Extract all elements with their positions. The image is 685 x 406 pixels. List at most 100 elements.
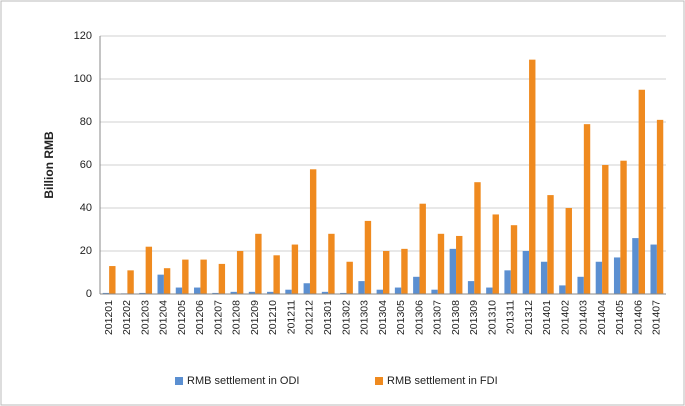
bar bbox=[109, 266, 116, 294]
bar bbox=[529, 59, 536, 295]
bar bbox=[401, 248, 408, 294]
bar bbox=[620, 160, 627, 294]
bar bbox=[583, 124, 591, 295]
bar bbox=[309, 169, 317, 294]
bar bbox=[303, 283, 310, 294]
bar bbox=[613, 257, 621, 294]
x-tick-label: 201303 bbox=[359, 300, 371, 335]
bar bbox=[194, 287, 201, 294]
x-tick-label: 201308 bbox=[450, 300, 462, 335]
x-tick-label: 201206 bbox=[194, 300, 206, 335]
x-tick-label: 201311 bbox=[505, 300, 517, 334]
y-tick-label: 0 bbox=[86, 288, 92, 300]
bar bbox=[328, 233, 335, 294]
bar bbox=[467, 281, 475, 294]
y-tick-label: 120 bbox=[74, 30, 92, 42]
legend-label: RMB settlement in FDI bbox=[387, 375, 498, 387]
bar bbox=[449, 248, 457, 294]
bar bbox=[212, 292, 219, 294]
x-tick-label: 201402 bbox=[559, 300, 571, 335]
bar bbox=[632, 238, 639, 294]
bar bbox=[510, 225, 518, 294]
bar bbox=[145, 246, 153, 294]
x-tick-label: 201212 bbox=[304, 300, 316, 335]
bar bbox=[200, 259, 207, 294]
x-tick-label: 201211 bbox=[285, 300, 297, 334]
legend-swatch bbox=[375, 377, 383, 385]
bar bbox=[267, 291, 274, 294]
bar bbox=[255, 233, 262, 294]
x-tick-label: 201307 bbox=[432, 300, 444, 335]
bar bbox=[540, 261, 548, 294]
x-tick-label: 201204 bbox=[158, 300, 170, 335]
legend-swatch bbox=[175, 377, 183, 385]
x-tick-label: 201407 bbox=[651, 300, 663, 335]
bar bbox=[577, 276, 584, 294]
bar bbox=[504, 270, 511, 294]
bar bbox=[285, 289, 292, 294]
bar bbox=[175, 287, 183, 294]
bar bbox=[157, 274, 164, 294]
y-tick-label: 40 bbox=[80, 202, 92, 214]
bar bbox=[248, 291, 256, 294]
bar bbox=[139, 292, 146, 294]
x-tick-label: 201405 bbox=[614, 300, 626, 335]
x-tick-label: 201301 bbox=[322, 300, 334, 335]
bar bbox=[236, 251, 244, 294]
bar bbox=[565, 208, 572, 294]
x-tick-label: 201309 bbox=[468, 300, 480, 335]
bar bbox=[547, 195, 554, 294]
bar bbox=[474, 182, 481, 294]
bar bbox=[638, 89, 646, 294]
bar bbox=[346, 261, 353, 294]
x-tick-label: 201406 bbox=[632, 300, 644, 335]
bar bbox=[602, 165, 609, 294]
y-tick-label: 80 bbox=[80, 116, 92, 128]
bar bbox=[102, 292, 110, 294]
bar bbox=[230, 291, 237, 294]
bar bbox=[163, 268, 171, 294]
y-tick-label: 100 bbox=[74, 73, 92, 85]
x-tick-label: 201205 bbox=[176, 300, 188, 335]
bar bbox=[650, 244, 657, 294]
x-tick-label: 201306 bbox=[413, 300, 425, 335]
bar bbox=[182, 259, 189, 294]
bar bbox=[376, 289, 383, 294]
bar bbox=[340, 292, 347, 294]
bar bbox=[413, 276, 420, 294]
bar bbox=[291, 244, 299, 294]
x-tick-label: 201302 bbox=[340, 300, 352, 335]
x-tick-label: 201403 bbox=[578, 300, 590, 335]
x-tick-label: 201209 bbox=[249, 300, 261, 335]
x-tick-label: 201207 bbox=[212, 300, 224, 335]
bar bbox=[321, 291, 329, 294]
bar bbox=[383, 251, 390, 294]
x-tick-label: 201202 bbox=[121, 300, 133, 335]
x-tick-label: 201401 bbox=[541, 300, 553, 335]
legend-label: RMB settlement in ODI bbox=[187, 375, 299, 387]
x-tick-label: 201203 bbox=[139, 300, 151, 335]
bar bbox=[522, 251, 530, 294]
y-axis-label: Billion RMB bbox=[42, 131, 56, 199]
x-tick-label: 201304 bbox=[377, 300, 389, 335]
x-tick-label: 201201 bbox=[103, 300, 115, 335]
bar bbox=[431, 289, 438, 294]
x-tick-label: 201312 bbox=[523, 300, 535, 335]
x-tick-label: 201404 bbox=[596, 300, 608, 335]
x-tick-label: 201210 bbox=[267, 300, 279, 335]
bar bbox=[394, 287, 402, 294]
y-tick-label: 60 bbox=[80, 159, 92, 171]
x-tick-label: 201305 bbox=[395, 300, 407, 335]
bar bbox=[364, 220, 372, 294]
bar bbox=[595, 261, 603, 294]
bar bbox=[486, 287, 493, 294]
bar bbox=[437, 233, 445, 294]
bar bbox=[273, 255, 280, 294]
bar bbox=[656, 119, 664, 294]
bar bbox=[218, 263, 226, 294]
bar bbox=[419, 203, 426, 294]
bar bbox=[559, 285, 566, 294]
bar bbox=[456, 235, 463, 294]
